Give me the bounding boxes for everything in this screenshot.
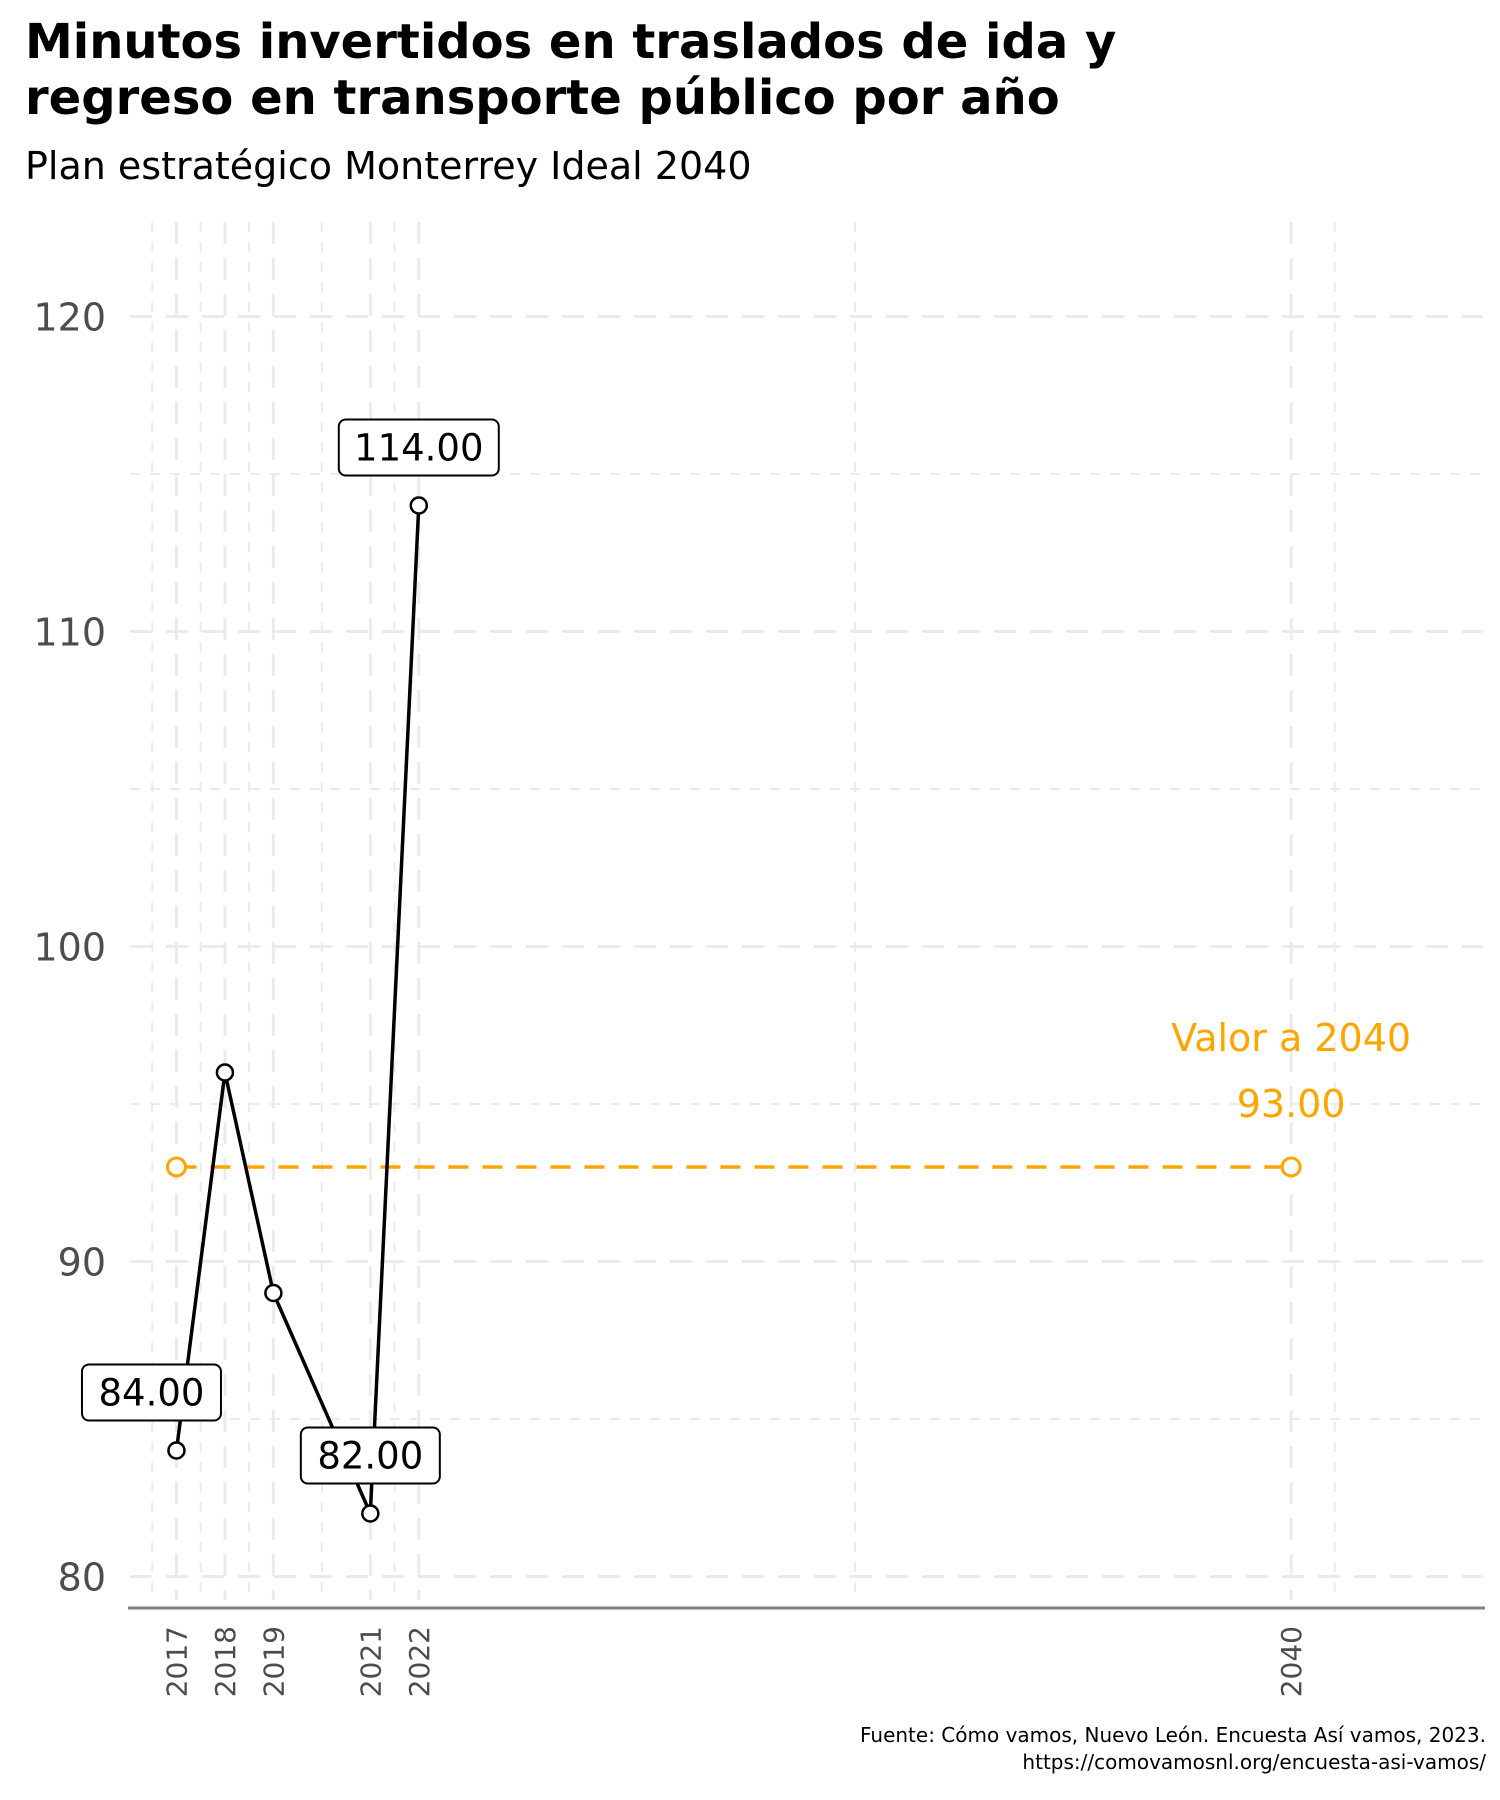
grid-layer	[130, 222, 1483, 1600]
y-tick-label: 110	[33, 611, 106, 655]
y-tick-label: 100	[33, 926, 106, 970]
data-label: 82.00	[299, 1426, 441, 1485]
series-line	[174, 505, 421, 1516]
data-label-text: 82.00	[317, 1435, 423, 1478]
x-tick-label: 2040	[1275, 1626, 1308, 1697]
y-tick-label: 80	[58, 1556, 106, 1600]
chart-subtitle: Plan estratégico Monterrey Ideal 2040	[25, 144, 752, 188]
caption-url: https://comovamosnl.org/encuesta-asi-vam…	[1022, 1750, 1486, 1774]
x-tick-label: 2017	[160, 1626, 193, 1697]
data-label-text: 114.00	[354, 427, 483, 470]
series-layer	[167, 496, 429, 1523]
chart-title-line: regreso en transporte público por año	[25, 70, 1060, 126]
data-label: 114.00	[337, 418, 500, 477]
target-value-label: 93.00	[1237, 1082, 1346, 1126]
data-label-box	[80, 1363, 222, 1422]
target-point	[165, 1156, 187, 1178]
chart-title: Minutos invertidos en traslados de ida y…	[25, 14, 1225, 126]
y-tick-label: 120	[33, 296, 106, 340]
data-point	[167, 1441, 186, 1460]
data-label-box	[337, 418, 500, 477]
caption-source: Fuente: Cómo vamos, Nuevo León. Encuesta…	[859, 1723, 1486, 1747]
y-tick-label: 90	[58, 1241, 106, 1285]
x-tick-label: 2019	[257, 1626, 290, 1697]
data-point	[215, 1063, 235, 1082]
data-point	[361, 1504, 380, 1523]
x-tick-label: 2022	[403, 1626, 436, 1697]
target-layer: Valor a 2040 93.00	[165, 1016, 1411, 1178]
target-label: Valor a 2040	[1171, 1016, 1411, 1060]
x-tick-label: 2021	[354, 1626, 387, 1697]
y-tick-labels: 80 90 100 110 120	[33, 296, 106, 1600]
x-tick-label: 2018	[209, 1626, 242, 1697]
data-point	[264, 1283, 283, 1303]
data-point	[409, 496, 429, 515]
data-label-text: 84.00	[98, 1372, 204, 1415]
x-tick-labels: 2017 2018 2019 2021 2022 2040	[160, 1626, 1308, 1697]
data-labels: 84.00 82.00 114.00	[80, 418, 500, 1485]
target-point	[1280, 1156, 1302, 1178]
chart-title-line: Minutos invertidos en traslados de ida y	[25, 14, 1117, 70]
data-label: 84.00	[80, 1363, 222, 1422]
data-label-box	[299, 1426, 441, 1485]
chart-caption: Fuente: Cómo vamos, Nuevo León. Encuesta…	[860, 1722, 1486, 1776]
